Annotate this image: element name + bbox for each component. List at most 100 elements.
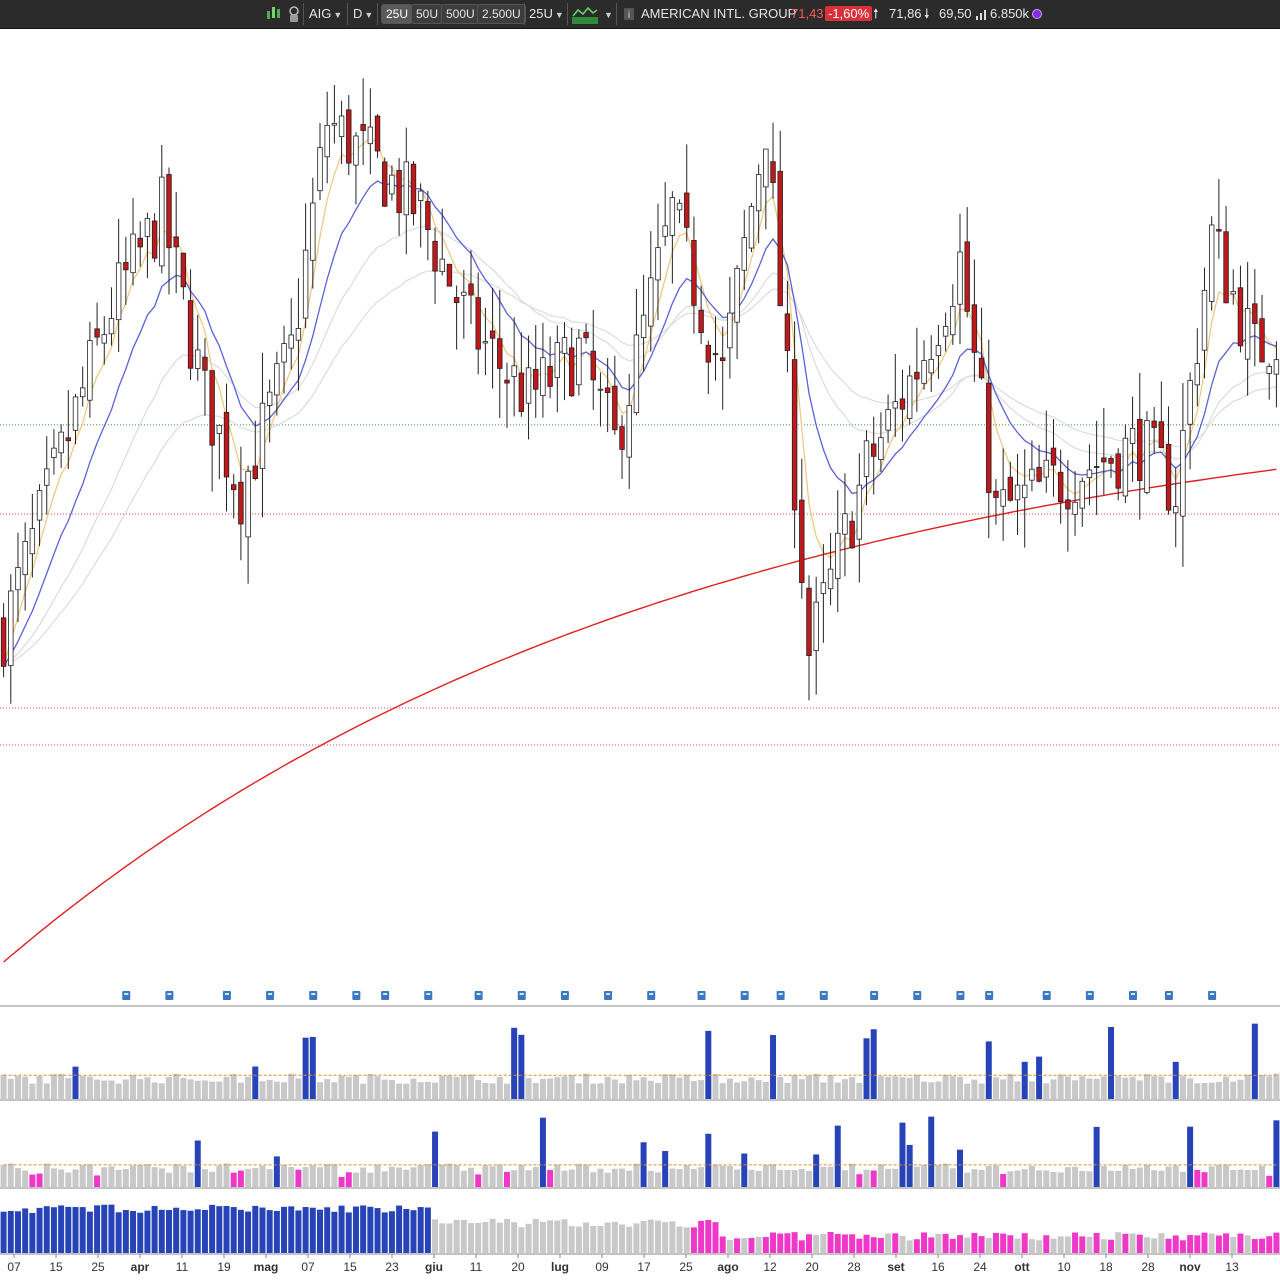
volume-bar xyxy=(216,1165,223,1187)
volume-bar xyxy=(676,1169,683,1187)
candle-body-up xyxy=(338,115,345,137)
candle xyxy=(302,203,309,329)
volume-bar xyxy=(1007,1235,1014,1253)
volume-bar xyxy=(101,1080,108,1099)
volume-bar xyxy=(295,1210,302,1253)
volume-bar xyxy=(374,1076,381,1099)
event-marker-glyph xyxy=(778,993,783,995)
event-marker-square xyxy=(474,991,483,1000)
volume-bar xyxy=(58,1205,65,1253)
event-marker-glyph xyxy=(519,993,524,995)
price-chart[interactable]: 07 15 25 apr 11 19 mag 07 15 23 giu 11 20 lug 09 17 25 ag… xyxy=(0,29,1280,1280)
volume-bar xyxy=(324,1079,331,1099)
candle-body-up xyxy=(367,126,374,145)
candle-body-down xyxy=(1223,231,1229,304)
volume-bar xyxy=(690,1168,697,1187)
candle xyxy=(15,532,21,623)
volume-bar xyxy=(971,1169,978,1187)
x-axis-label: 07 xyxy=(301,1260,315,1274)
x-axis-label: 25 xyxy=(91,1260,105,1274)
volume-bar xyxy=(935,1233,942,1253)
volume-bar xyxy=(489,1218,496,1253)
period-label: D xyxy=(353,6,363,21)
candle xyxy=(540,322,546,418)
volume-bar xyxy=(50,1074,57,1099)
chart-style-menu[interactable]: ▼ xyxy=(602,4,613,24)
volume-bar xyxy=(137,1079,144,1099)
candle-body-up xyxy=(159,176,165,267)
volume-bar xyxy=(669,1221,676,1253)
candle xyxy=(101,316,107,365)
volume-bar xyxy=(590,1083,597,1099)
event-marker-glyph xyxy=(354,993,359,995)
volume-bar xyxy=(971,1079,978,1099)
chart-style-icon[interactable] xyxy=(572,4,598,24)
candle-body-up xyxy=(885,409,891,431)
scale-button-50u[interactable]: 50U xyxy=(411,4,444,24)
x-axis-label: 28 xyxy=(1141,1260,1155,1274)
volume-bar xyxy=(115,1083,122,1099)
volume-bar xyxy=(784,1169,791,1187)
candle xyxy=(899,369,906,442)
candle-body-up xyxy=(22,540,28,576)
event-marker-icon xyxy=(604,991,613,1000)
volume-bar xyxy=(1122,1233,1129,1253)
scale-selector[interactable]: 25U ▼ xyxy=(529,4,564,24)
volume-bar xyxy=(906,1240,913,1253)
event-marker-glyph xyxy=(167,993,172,995)
volume-bar xyxy=(590,1225,597,1253)
volume-bar xyxy=(985,1238,992,1253)
candle xyxy=(1259,294,1265,363)
candle xyxy=(547,336,553,399)
volume-bar xyxy=(288,1073,295,1099)
candle-body-down xyxy=(432,240,438,272)
candle-body-up xyxy=(353,135,359,166)
bag-icon[interactable] xyxy=(287,4,301,24)
event-marker-glyph xyxy=(124,993,129,995)
volume-bar xyxy=(424,1207,431,1253)
period-selector[interactable]: D ▼ xyxy=(353,4,373,24)
scale-button-2500u[interactable]: 2.500U xyxy=(477,4,526,24)
candle xyxy=(734,265,740,360)
volume-bar xyxy=(1165,1238,1172,1253)
volume-bar xyxy=(798,1079,805,1099)
volume-bar xyxy=(619,1224,626,1253)
volume-bar xyxy=(65,1206,72,1253)
candle xyxy=(65,390,72,470)
candle-body-down xyxy=(993,490,999,498)
scale-button-25u[interactable]: 25U xyxy=(381,4,414,24)
scale-button-500u[interactable]: 500U xyxy=(441,4,480,24)
volume-bar xyxy=(1208,1082,1215,1099)
candle xyxy=(1072,471,1078,536)
candles-icon[interactable] xyxy=(265,4,283,24)
volume-bar xyxy=(662,1074,669,1099)
volume-bar xyxy=(813,1154,820,1187)
volume-bar xyxy=(1172,1061,1179,1099)
candle xyxy=(195,314,201,381)
volume-bar xyxy=(144,1077,151,1099)
symbol-selector[interactable]: AIG ▼ xyxy=(309,4,342,24)
candle xyxy=(518,332,525,417)
candle xyxy=(993,479,999,525)
volume-bar xyxy=(928,1237,935,1253)
candle xyxy=(281,325,287,394)
volume-bar xyxy=(1259,1075,1266,1099)
candle-body-up xyxy=(906,375,913,419)
info-icon[interactable]: i xyxy=(623,4,635,24)
volume-bar xyxy=(1057,1172,1064,1187)
volume-bar xyxy=(468,1223,475,1253)
volume-bar xyxy=(640,1142,647,1187)
candle-body-up xyxy=(576,337,582,386)
candle xyxy=(115,219,122,352)
candle-body-down xyxy=(799,499,805,583)
volume-bar xyxy=(468,1074,475,1099)
candle xyxy=(583,323,589,344)
volume-bar xyxy=(1079,1236,1086,1253)
event-marker-glyph xyxy=(699,993,704,995)
volume-bar xyxy=(1143,1164,1150,1187)
candle-body-up xyxy=(482,341,489,344)
candle xyxy=(942,312,949,352)
candle-body-down xyxy=(619,426,625,450)
candle-body-down xyxy=(1151,420,1157,428)
candle-body-down xyxy=(468,283,474,296)
